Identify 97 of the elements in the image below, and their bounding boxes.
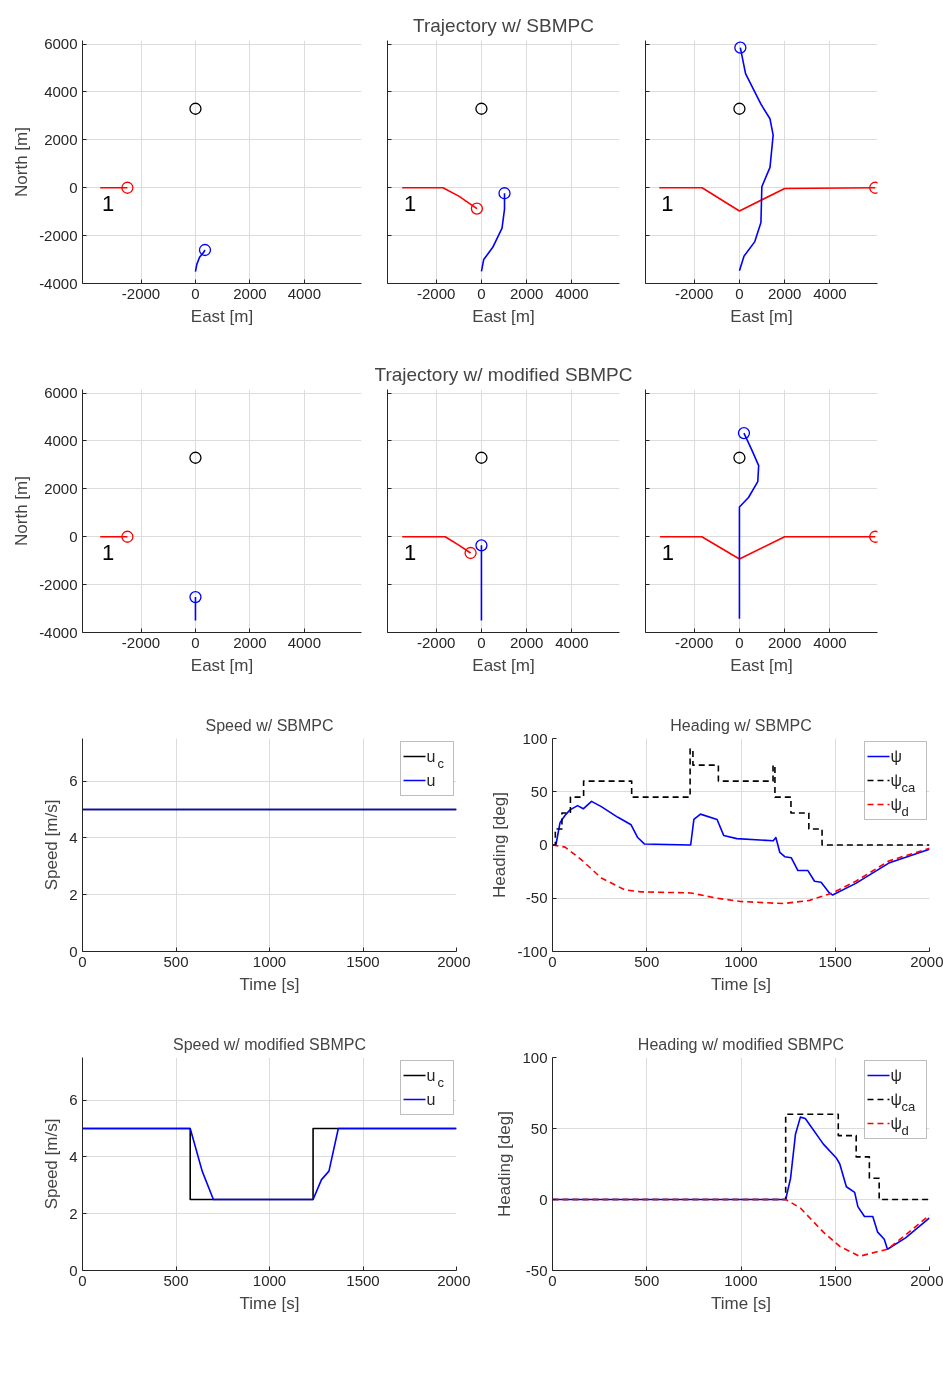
y-tick-label: 6000 (44, 35, 78, 53)
y-tick-label: 100 (522, 1048, 548, 1066)
y-tick-label: 0 (539, 836, 548, 853)
x-tick-label: -2000 (416, 284, 456, 302)
x-tick-label: -2000 (674, 633, 714, 651)
x-tick-label: 2000 (233, 633, 267, 651)
x-tick-label: 0 (477, 633, 486, 651)
y-tick-label: 0 (539, 1190, 548, 1208)
legend-label: ψ (890, 1067, 902, 1084)
y-tick-label: 0 (69, 178, 78, 196)
y-tick-label: 4 (69, 828, 78, 846)
x-tick-label: 4000 (555, 633, 589, 651)
x-tick-label: 2000 (768, 284, 802, 302)
x-axis-title: East [m] (190, 306, 254, 326)
x-tick-label: 2000 (233, 284, 267, 302)
x-tick-label: 1000 (724, 952, 758, 970)
x-axis-title: Time [s] (711, 974, 771, 994)
x-tick-label: 0 (735, 633, 744, 651)
x-tick-label: 1500 (818, 952, 852, 970)
x-tick-label: 500 (163, 1271, 189, 1289)
x-axis-title: Time [s] (239, 1293, 300, 1313)
x-tick-label: 2000 (910, 952, 943, 970)
legend-label: u (426, 1091, 436, 1108)
x-tick-label: 1500 (818, 1271, 852, 1289)
y-tick-label: 6 (69, 772, 78, 790)
y-tick-label: 4 (69, 1147, 78, 1165)
y-axis-title: Speed [m/s] (42, 799, 62, 891)
x-axis-title: East [m] (730, 306, 793, 326)
x-tick-label: 500 (634, 1271, 660, 1289)
y-tick-label: -4000 (39, 274, 78, 292)
x-tick-label: -2000 (121, 284, 161, 302)
x-tick-label: 0 (477, 284, 486, 302)
annotation: 1 (661, 191, 674, 217)
x-axis-title: East [m] (472, 306, 535, 326)
chart-title: Speed w/ SBMPC (205, 716, 334, 734)
x-tick-label: 0 (735, 284, 744, 302)
y-tick-label: 2000 (44, 130, 78, 148)
annotation: 1 (404, 191, 417, 217)
y-tick-label: -50 (525, 889, 548, 907)
x-tick-label: 4000 (813, 633, 847, 651)
y-tick-label: 4000 (44, 82, 78, 100)
x-tick-label: 1500 (346, 952, 380, 970)
x-tick-label: 1000 (252, 1271, 287, 1289)
x-tick-label: 1000 (252, 952, 287, 970)
y-tick-label: 4000 (44, 431, 78, 449)
x-axis-title: East [m] (472, 655, 535, 675)
x-tick-label: 2000 (437, 1271, 471, 1289)
x-tick-label: -2000 (674, 284, 714, 302)
y-tick-label: 100 (522, 729, 548, 747)
y-tick-label: -4000 (39, 623, 78, 641)
x-tick-label: 0 (191, 633, 200, 651)
x-tick-label: 4000 (287, 633, 322, 651)
x-tick-label: 500 (163, 952, 189, 970)
y-axis-title: Heading [deg] (490, 792, 510, 898)
annotation: 1 (102, 540, 115, 566)
y-tick-label: 50 (530, 1119, 548, 1137)
x-tick-label: 4000 (813, 284, 847, 302)
x-tick-label: 4000 (555, 284, 589, 302)
y-tick-label: 2000 (44, 479, 78, 497)
y-tick-label: -2000 (39, 575, 78, 593)
x-axis-title: East [m] (730, 655, 793, 675)
x-tick-label: 2000 (768, 633, 802, 651)
x-tick-label: -2000 (121, 633, 161, 651)
chart-title: Heading w/ SBMPC (670, 716, 812, 734)
chart-title: Heading w/ modified SBMPC (637, 1035, 845, 1053)
x-axis-title: Time [s] (711, 1293, 771, 1313)
y-axis-title: North [m] (12, 127, 32, 197)
chart-title: Trajectory w/ SBMPC (413, 14, 594, 36)
y-axis-title: Speed [m/s] (42, 1118, 62, 1210)
y-tick-label: 0 (69, 527, 78, 545)
x-tick-label: -2000 (416, 633, 456, 651)
x-tick-label: 2000 (437, 952, 471, 970)
x-axis-title: East [m] (190, 655, 254, 675)
y-tick-label: 2 (69, 885, 78, 903)
y-tick-label: 50 (530, 782, 548, 800)
annotation: 1 (404, 540, 417, 566)
y-tick-label: 6 (69, 1091, 78, 1109)
legend-label: ψ (890, 748, 902, 765)
x-tick-label: 500 (634, 952, 660, 970)
x-tick-label: 0 (191, 284, 200, 302)
x-tick-label: 2000 (910, 1271, 943, 1289)
x-tick-label: 1000 (724, 1271, 758, 1289)
y-tick-label: -100 (517, 942, 548, 960)
y-axis-title: Heading [deg] (495, 1111, 515, 1217)
y-tick-label: 2 (69, 1204, 78, 1222)
x-axis-title: Time [s] (239, 974, 300, 994)
chart-title: Trajectory w/ modified SBMPC (374, 363, 633, 385)
y-axis-title: North [m] (12, 476, 32, 546)
annotation: 1 (102, 191, 115, 217)
y-tick-label: -50 (525, 1261, 548, 1279)
legend-label: u (426, 772, 436, 789)
chart-title: Speed w/ modified SBMPC (173, 1035, 366, 1053)
x-tick-label: 1500 (346, 1271, 380, 1289)
y-tick-label: 6000 (44, 384, 78, 402)
y-tick-label: -2000 (39, 226, 78, 244)
x-tick-label: 4000 (287, 284, 322, 302)
annotation: 1 (661, 540, 675, 566)
